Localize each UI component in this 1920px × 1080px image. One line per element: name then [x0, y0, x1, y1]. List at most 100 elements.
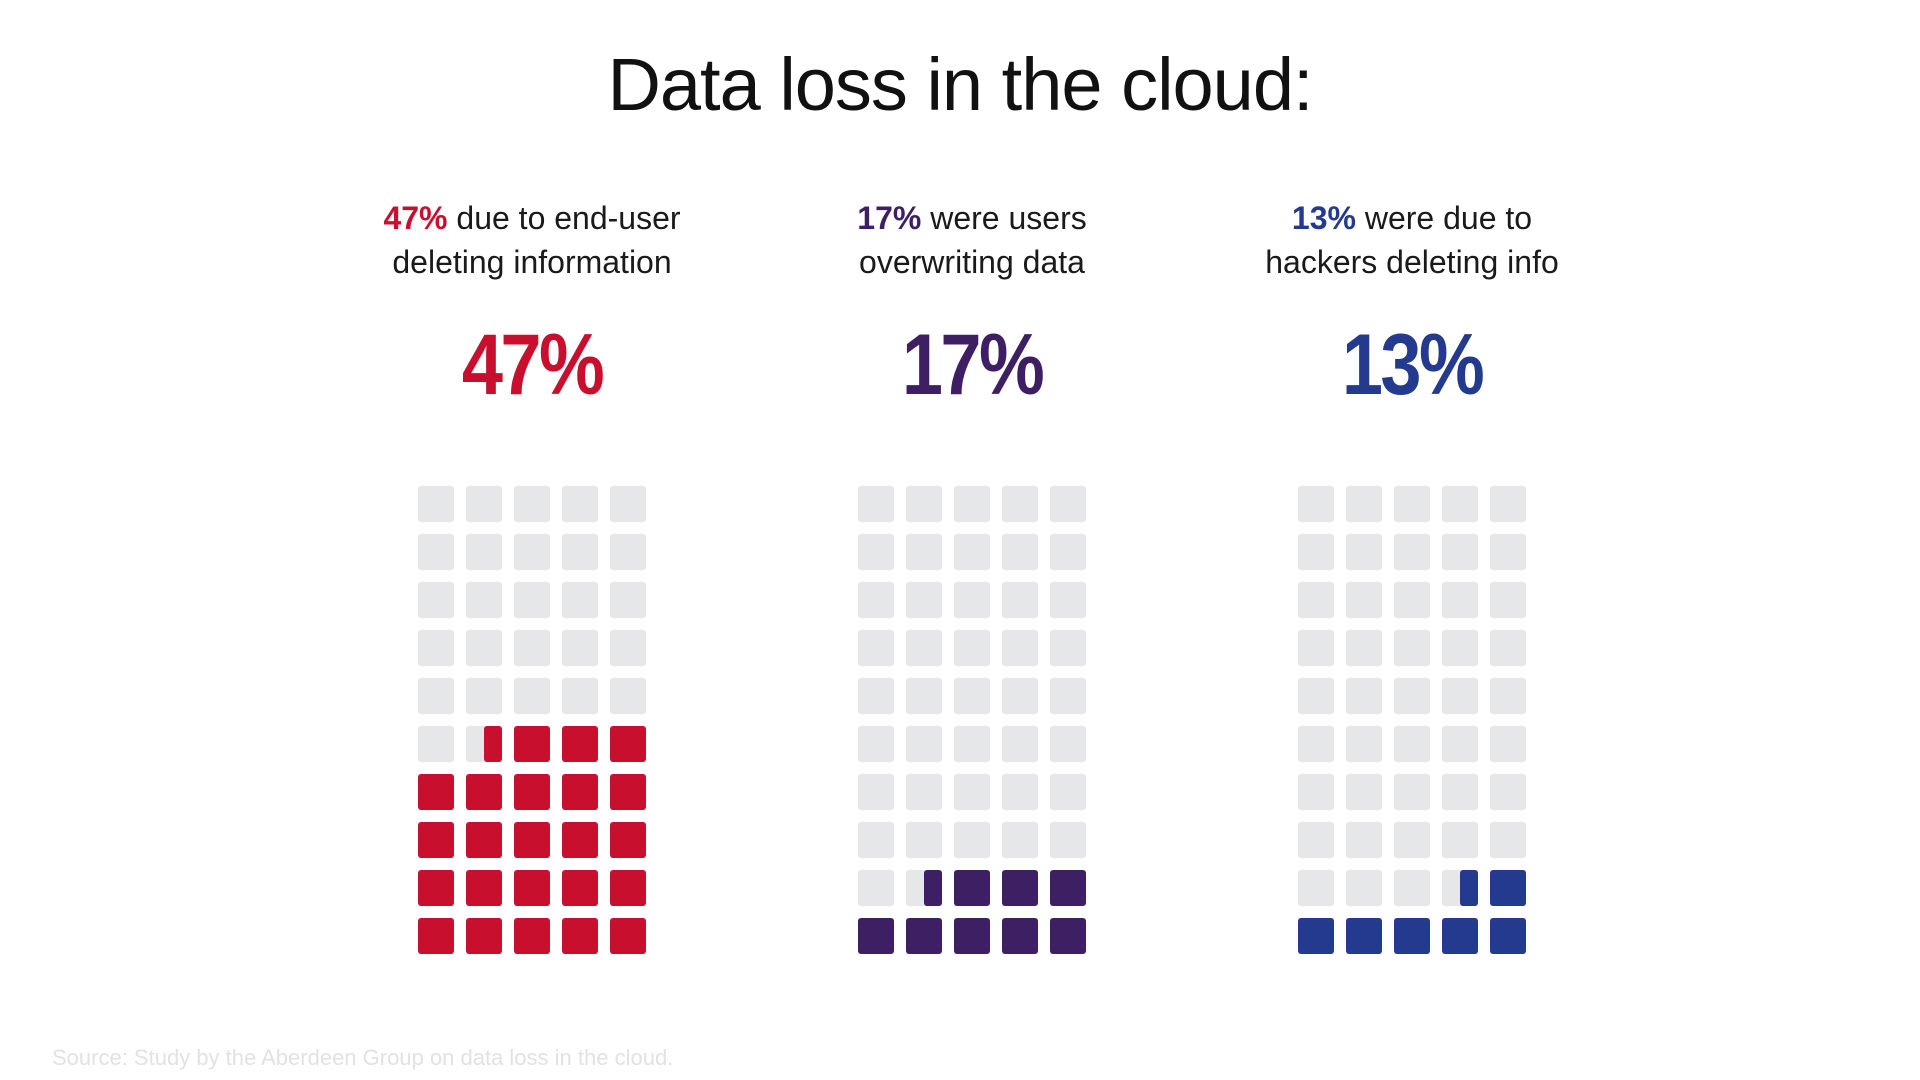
waffle-cell-filled — [610, 870, 646, 906]
waffle-cell-filled — [610, 726, 646, 762]
waffle-cell — [1394, 870, 1430, 906]
waffle-cell — [1002, 486, 1038, 522]
waffle-cell — [1442, 630, 1478, 666]
waffle-chart — [858, 486, 1086, 954]
waffle-cell-filled — [610, 918, 646, 954]
waffle-chart — [1298, 486, 1526, 954]
waffle-cell-filled — [484, 726, 502, 762]
waffle-cell — [514, 486, 550, 522]
caption: 47% due to end-user deleting information — [312, 196, 752, 284]
waffle-cell — [1394, 486, 1430, 522]
waffle-cell — [1490, 678, 1526, 714]
waffle-cell-filled — [610, 822, 646, 858]
caption-line-2: deleting information — [392, 244, 672, 280]
waffle-cell-filled — [466, 870, 502, 906]
waffle-cell — [906, 726, 942, 762]
caption-line-2: hackers deleting info — [1265, 244, 1559, 280]
caption: 17% were users overwriting data — [752, 196, 1192, 284]
waffle-cell — [1298, 630, 1334, 666]
waffle-cell — [1346, 726, 1382, 762]
waffle-cell — [418, 534, 454, 570]
waffle-cell-filled — [1490, 870, 1526, 906]
waffle-cell — [1050, 486, 1086, 522]
waffle-cell — [858, 534, 894, 570]
waffle-cell — [1298, 870, 1334, 906]
caption-percent: 17% — [857, 200, 922, 236]
waffle-cell — [1490, 534, 1526, 570]
waffle-cell-filled — [1050, 870, 1086, 906]
waffle-cell — [1002, 774, 1038, 810]
waffle-cell — [858, 822, 894, 858]
waffle-cell — [1394, 726, 1430, 762]
waffle-cell — [858, 486, 894, 522]
caption: 13% were due to hackers deleting info — [1192, 196, 1632, 284]
waffle-cell — [954, 486, 990, 522]
waffle-cell — [418, 678, 454, 714]
waffle-cell-filled — [466, 774, 502, 810]
waffle-cell — [906, 582, 942, 618]
waffle-cell — [954, 774, 990, 810]
chart-title: Data loss in the cloud: — [607, 43, 1313, 126]
waffle-cell — [1002, 678, 1038, 714]
waffle-cell — [1442, 822, 1478, 858]
waffle-cell — [906, 486, 942, 522]
waffle-cell — [1002, 582, 1038, 618]
waffle-cell — [466, 534, 502, 570]
waffle-cell — [1490, 630, 1526, 666]
waffle-cell — [1346, 870, 1382, 906]
waffle-cell — [514, 534, 550, 570]
caption-line-1: were due to — [1355, 200, 1533, 236]
waffle-cell — [514, 630, 550, 666]
waffle-cell — [906, 678, 942, 714]
panel-overwriting-data: 17% were users overwriting data 17% — [752, 196, 1192, 956]
waffle-cell-filled — [562, 918, 598, 954]
waffle-cell-filled — [562, 774, 598, 810]
waffle-cell-filled — [514, 870, 550, 906]
waffle-cell — [954, 582, 990, 618]
waffle-cell — [1346, 534, 1382, 570]
big-percent-label: 13% — [1341, 317, 1485, 413]
waffle-cell — [1298, 486, 1334, 522]
waffle-cell — [858, 726, 894, 762]
waffle-cell — [906, 822, 942, 858]
waffle-cell — [466, 630, 502, 666]
waffle-cell — [418, 726, 454, 762]
caption-percent: 47% — [383, 200, 448, 236]
waffle-cell — [610, 534, 646, 570]
waffle-cell — [1490, 822, 1526, 858]
caption-line-2: overwriting data — [859, 244, 1085, 280]
waffle-cell-filled — [954, 918, 990, 954]
waffle-cell — [1002, 822, 1038, 858]
waffle-cell — [906, 630, 942, 666]
waffle-cell — [562, 582, 598, 618]
waffle-cell — [466, 582, 502, 618]
waffle-cell — [1346, 630, 1382, 666]
waffle-cell — [610, 630, 646, 666]
waffle-cell — [1346, 582, 1382, 618]
waffle-cell — [562, 678, 598, 714]
waffle-cell — [954, 630, 990, 666]
waffle-cell-filled — [1002, 918, 1038, 954]
waffle-cell — [1490, 486, 1526, 522]
waffle-cell — [1346, 774, 1382, 810]
waffle-cell — [1298, 582, 1334, 618]
waffle-cell — [1442, 582, 1478, 618]
waffle-cell — [1050, 582, 1086, 618]
waffle-cell-filled — [418, 822, 454, 858]
waffle-cell — [858, 630, 894, 666]
waffle-cell — [418, 582, 454, 618]
caption-percent: 13% — [1291, 200, 1356, 236]
waffle-cell-filled — [562, 822, 598, 858]
waffle-cell — [954, 726, 990, 762]
waffle-cell-filled — [418, 870, 454, 906]
caption-line-1: were users — [921, 200, 1087, 236]
waffle-cell — [954, 822, 990, 858]
waffle-cell-filled — [466, 822, 502, 858]
waffle-cell — [906, 534, 942, 570]
waffle-cell — [1442, 486, 1478, 522]
waffle-cell-filled — [514, 726, 550, 762]
waffle-cell — [514, 582, 550, 618]
waffle-cell — [1394, 822, 1430, 858]
waffle-cell — [1298, 726, 1334, 762]
waffle-cell-filled — [418, 774, 454, 810]
